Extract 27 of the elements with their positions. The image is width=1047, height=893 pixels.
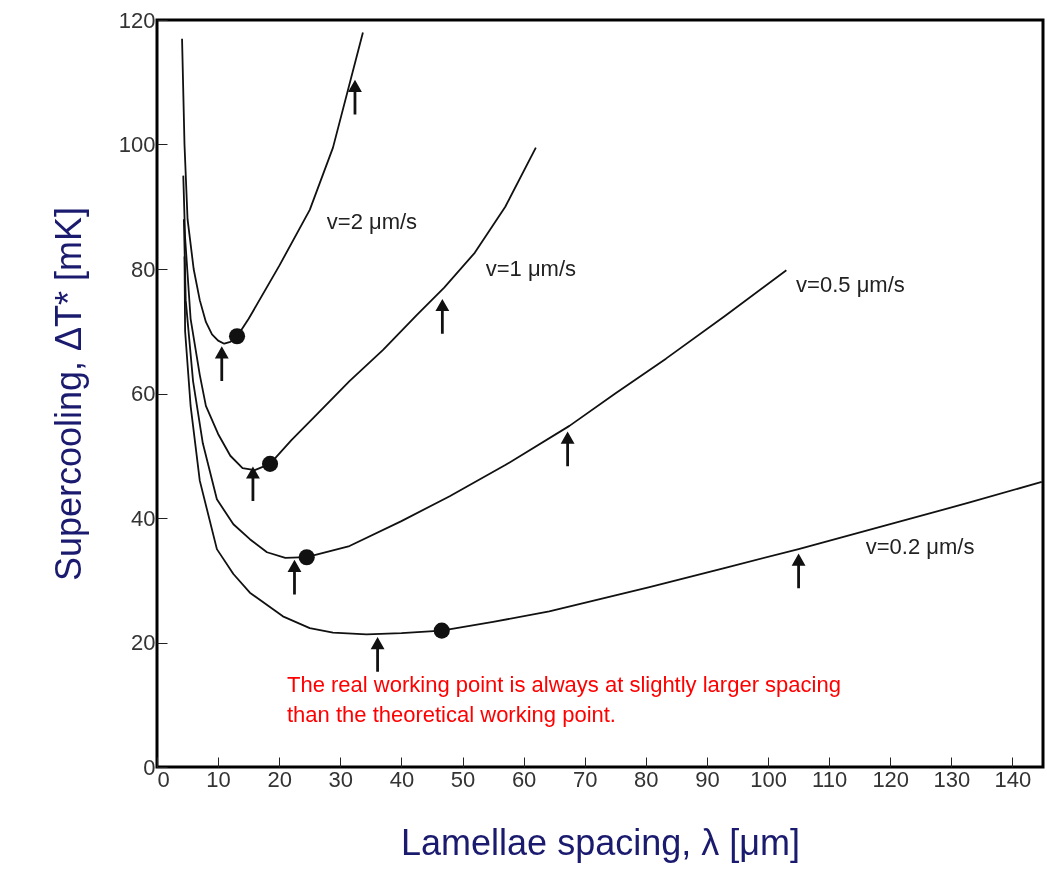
annotation: v=1 μm/s	[485, 255, 576, 281]
annotation: The real working point is always at slightly larger spacing than the theoretical working point.	[287, 672, 841, 727]
y-tick-label: 120	[118, 7, 156, 33]
y-axis-title: Supercooling, ΔT* [mK]	[47, 206, 89, 582]
y-tick-label: 20	[131, 630, 156, 655]
x-tick-label: 70	[572, 766, 598, 792]
x-tick-label: 10	[206, 766, 231, 792]
x-tick-label: 20	[267, 766, 292, 792]
x-tick-label: 30	[328, 766, 354, 792]
x-tick-label: 60	[511, 766, 537, 792]
x-tick-label: 140	[994, 766, 1032, 792]
y-tick-label: 60	[131, 381, 156, 406]
x-tick-label: 130	[933, 766, 971, 792]
annotation: v=0.2 μm/s	[865, 533, 975, 559]
annotation: v=0.5 μm/s	[796, 271, 905, 297]
x-tick-label: 80	[634, 766, 659, 792]
y-tick-label: 80	[131, 256, 156, 282]
x-tick-label: 50	[450, 766, 476, 792]
y-tick-label: 40	[131, 505, 156, 531]
x-tick-label: 90	[695, 766, 720, 792]
annotation: v=2 μm/s	[326, 208, 418, 234]
y-tick-label: 100	[118, 132, 156, 157]
x-tick-label: 100	[750, 766, 787, 792]
x-tick-label: 110	[812, 766, 848, 792]
x-tick-label: 120	[872, 766, 910, 792]
x-axis-title: Lamellae spacing, λ [μm]	[401, 821, 800, 863]
x-tick-label: 40	[389, 766, 415, 792]
